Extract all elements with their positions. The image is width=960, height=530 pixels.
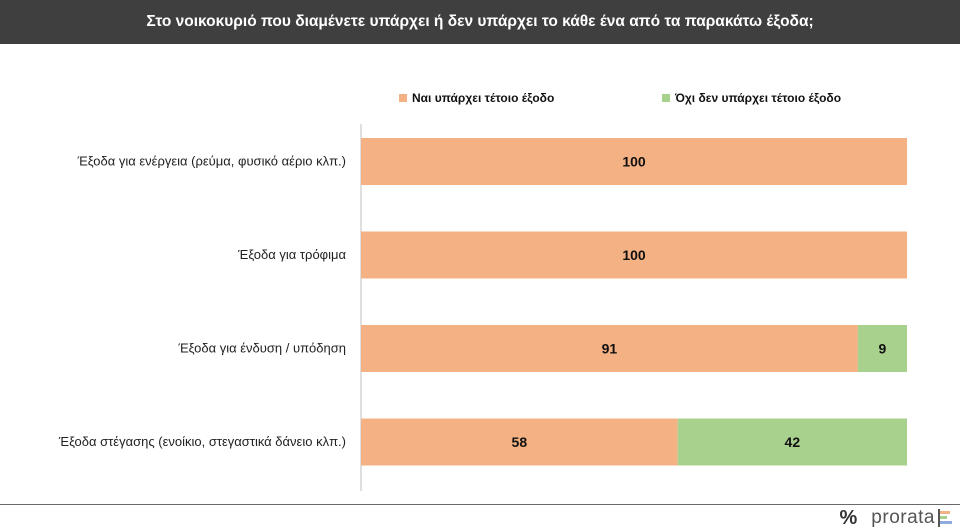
category-label: Έξοδα για ένδυση / υπόδηση [177, 341, 346, 356]
bar-yes [361, 231, 907, 279]
footer-divider [0, 504, 960, 505]
legend-item-no: Όχι δεν υπάρχει τέτοιο έξοδο [662, 91, 841, 105]
bar-yes [361, 418, 678, 466]
category-label: Έξοδα για τρόφιμα [237, 247, 346, 262]
data-label: 58 [512, 434, 528, 450]
bar-yes [361, 138, 907, 185]
bar-no [677, 418, 907, 466]
legend-item-yes: Ναι υπάρχει τέτοιο έξοδο [399, 91, 554, 105]
legend-swatch-yes [399, 94, 407, 102]
data-label: 42 [785, 434, 801, 450]
percent-icon: % [839, 506, 858, 529]
data-label: 100 [622, 154, 646, 170]
chart-title: Στο νοικοκυριό που διαμένετε υπάρχει ή δ… [146, 13, 814, 30]
logo-text: prorata [871, 507, 935, 528]
bar-no [857, 325, 907, 372]
category-label: Έξοδα στέγασης (ενοίκιο, στεγαστικά δάνε… [58, 434, 346, 449]
prorata-logo: % prorata [840, 507, 955, 529]
legend-label-no: Όχι δεν υπάρχει τέτοιο έξοδο [675, 91, 842, 105]
category-label: Έξοδα για ενέργεια (ρεύμα, φυσικό αέριο … [77, 154, 346, 169]
data-label: 100 [622, 247, 646, 263]
legend-label-yes: Ναι υπάρχει τέτοιο έξοδο [412, 91, 555, 105]
bar-yes [361, 325, 858, 372]
chart-title-bar: Στο νοικοκυριό που διαμένετε υπάρχει ή δ… [0, 0, 960, 44]
data-label: 91 [602, 341, 618, 357]
legend-swatch-no [662, 94, 670, 102]
legend: Ναι υπάρχει τέτοιο έξοδο Όχι δεν υπάρχει… [0, 91, 960, 107]
data-label: 9 [879, 341, 887, 357]
logo-bars-icon [938, 509, 954, 527]
